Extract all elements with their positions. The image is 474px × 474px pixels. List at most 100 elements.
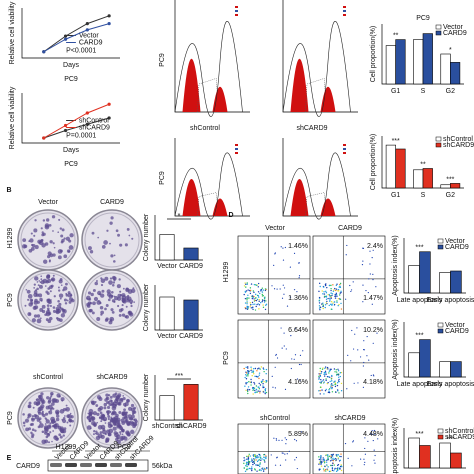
bar <box>439 361 451 378</box>
legend-chip <box>343 10 346 12</box>
event <box>263 301 266 303</box>
colony <box>103 419 106 422</box>
x-tick-label: G1 <box>391 192 400 199</box>
colony <box>110 416 113 419</box>
event <box>286 305 289 307</box>
event <box>321 380 324 382</box>
colony <box>48 410 53 415</box>
blot-band <box>50 463 62 467</box>
event <box>250 378 252 381</box>
blot-band <box>80 463 92 467</box>
colony <box>117 304 120 308</box>
event <box>325 461 328 463</box>
event <box>372 342 374 344</box>
event <box>298 277 300 279</box>
event <box>326 375 329 378</box>
colony <box>45 419 50 424</box>
significance: *** <box>392 138 400 145</box>
event <box>253 383 256 385</box>
colony <box>39 281 42 284</box>
y-axis-label: Cell proportion(%) <box>370 134 377 190</box>
event <box>327 466 329 468</box>
event <box>318 390 320 392</box>
colony <box>22 244 27 249</box>
colony <box>114 404 117 407</box>
colony <box>22 238 27 243</box>
col-label: Vector <box>38 199 59 206</box>
event <box>266 467 268 470</box>
colony <box>41 233 45 237</box>
event <box>262 386 264 389</box>
event <box>344 442 347 445</box>
event <box>247 367 249 369</box>
event <box>275 439 278 441</box>
colony <box>118 278 121 281</box>
colony <box>60 234 64 238</box>
colony <box>59 409 65 414</box>
colony <box>108 294 114 299</box>
col-label: shCARD9 <box>296 125 327 132</box>
event <box>256 370 258 372</box>
colony <box>67 414 72 419</box>
legend-chip <box>343 14 346 16</box>
event <box>319 393 321 395</box>
colony <box>23 424 26 427</box>
colony <box>99 306 104 310</box>
event <box>264 308 267 311</box>
colony <box>96 316 101 321</box>
colony <box>131 414 135 419</box>
colony <box>31 415 35 418</box>
event <box>320 381 322 383</box>
marker <box>85 122 89 126</box>
event <box>328 284 331 287</box>
colony <box>122 287 125 290</box>
colony <box>105 439 110 443</box>
line <box>43 23 110 53</box>
event <box>248 370 250 372</box>
colony <box>99 405 104 411</box>
event <box>282 247 284 249</box>
colony <box>57 299 60 303</box>
colony <box>52 242 55 245</box>
event <box>296 291 298 293</box>
event <box>363 340 365 342</box>
event <box>337 454 340 456</box>
event <box>338 392 340 394</box>
event <box>337 369 340 372</box>
event <box>331 464 334 467</box>
event <box>285 439 288 441</box>
y-axis-label: Relative cell viability <box>9 1 16 64</box>
event <box>333 470 335 472</box>
colony <box>51 424 55 428</box>
legend-chip <box>235 152 238 154</box>
event <box>347 354 349 356</box>
event <box>340 371 343 374</box>
bar <box>450 452 462 469</box>
colony <box>37 409 41 414</box>
event <box>319 367 321 370</box>
colony <box>99 301 102 305</box>
event <box>353 382 355 384</box>
event <box>247 371 249 373</box>
colony <box>47 399 52 403</box>
colony <box>111 310 115 314</box>
event <box>281 452 283 454</box>
colony <box>38 406 44 411</box>
event <box>263 370 265 373</box>
event <box>249 455 251 457</box>
colony <box>105 393 109 397</box>
colony <box>96 412 100 417</box>
event <box>251 459 253 462</box>
colony <box>31 318 36 323</box>
colony <box>45 435 49 439</box>
event <box>335 293 338 296</box>
event <box>321 389 323 391</box>
event <box>247 392 249 395</box>
event <box>333 303 336 306</box>
colony <box>128 406 133 411</box>
event <box>323 462 326 464</box>
colony <box>40 299 43 302</box>
event <box>323 375 326 377</box>
outline <box>282 152 351 220</box>
colony <box>87 301 92 305</box>
